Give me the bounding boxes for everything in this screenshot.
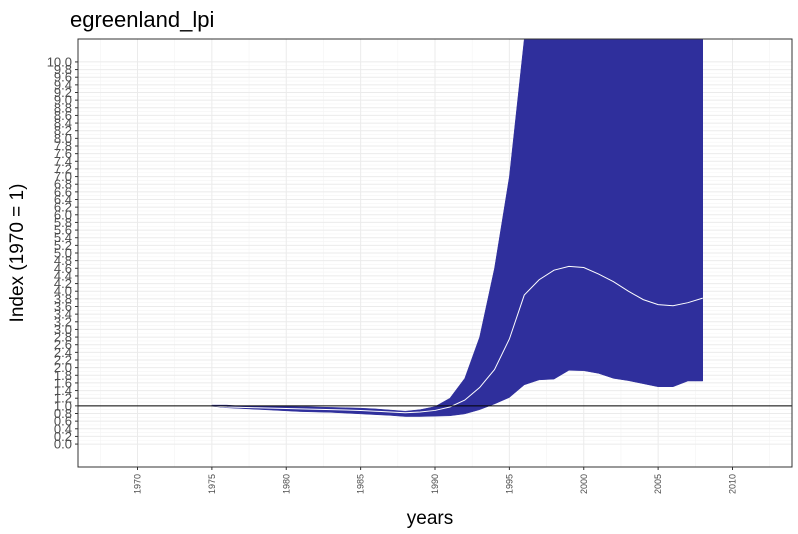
y-axis-ticks: 0.00.20.40.60.81.01.21.41.61.82.02.22.42… [47,54,78,452]
y-tick-label: 7.8 [54,139,72,154]
y-tick-label: 5.8 [54,215,72,230]
y-tick-label: 9.0 [54,93,72,108]
y-tick-label: 4.8 [54,253,72,268]
y-tick-label: 3.2 [54,314,72,329]
y-tick-label: 6.6 [54,184,72,199]
y-tick-label: 3.6 [54,299,72,314]
y-tick-label: 7.4 [54,154,72,169]
x-tick-label: 1970 [133,474,143,494]
x-axis-ticks: 1970 1975 1980 1985 1990 1995 2000 2005 2010 [133,467,738,494]
x-tick-label: 2000 [579,474,589,494]
y-tick-label: 5.2 [54,238,72,253]
y-tick-label: 9.4 [54,77,72,92]
x-tick-label: 1975 [207,474,217,494]
y-tick-label: 6.4 [54,192,72,207]
index-line [211,265,703,414]
y-tick-label: 1.0 [54,398,72,413]
y-tick-label: 0.0 [54,437,72,452]
y-tick-label: 0.6 [54,414,72,429]
y-tick-label: 3.8 [54,291,72,306]
x-axis-title: years [407,508,453,529]
y-tick-label: 6.8 [54,177,72,192]
x-tick-label: 2005 [653,474,663,494]
x-tick-label: 2010 [728,474,738,494]
plot-area [77,38,793,468]
y-tick-label: 5.4 [54,230,72,245]
y-tick-label: 1.8 [54,368,72,383]
y-tick-label: 2.6 [54,337,72,352]
x-tick-label: 1980 [281,474,291,494]
y-tick-label: 1.2 [54,391,72,406]
y-tick-label: 4.6 [54,261,72,276]
y-tick-label: 10.0 [47,54,72,69]
y-tick-label: 2.2 [54,353,72,368]
y-tick-label: 6.0 [54,207,72,222]
y-tick-label: 8.6 [54,108,72,123]
y-tick-label: 9.8 [54,62,72,77]
y-axis-title: Index (1970 = 1) [7,184,28,323]
y-tick-label: 7.2 [54,161,72,176]
y-tick-label: 7.0 [54,169,72,184]
y-tick-label: 8.8 [54,100,72,115]
y-tick-label: 5.6 [54,223,72,238]
y-tick-label: 6.2 [54,200,72,215]
y-tick-label: 0.4 [54,421,72,436]
y-tick-label: 4.2 [54,276,72,291]
y-tick-label: 3.0 [54,322,72,337]
x-tick-label: 1990 [430,474,440,494]
y-tick-label: 2.0 [54,360,72,375]
y-tick-label: 0.2 [54,429,72,444]
x-tick-label: 1995 [504,474,514,494]
y-tick-label: 8.0 [54,131,72,146]
chart-title: egreenland_lpi [70,7,214,32]
y-tick-label: 8.4 [54,116,72,131]
y-tick-label: 1.6 [54,375,72,390]
y-tick-label: 3.4 [54,307,72,322]
y-tick-label: 5.0 [54,246,72,261]
y-tick-label: 0.8 [54,406,72,421]
y-tick-label: 1.4 [54,383,72,398]
y-tick-label: 2.8 [54,330,72,345]
y-tick-label: 2.4 [54,345,72,360]
y-tick-label: 7.6 [54,146,72,161]
y-tick-label: 9.2 [54,85,72,100]
confidence-band [211,38,703,417]
y-tick-label: 9.6 [54,70,72,85]
y-tick-label: 4.0 [54,284,72,299]
y-tick-label: 8.2 [54,123,72,138]
x-tick-label: 1985 [356,474,366,494]
y-tick-label: 4.4 [54,268,72,283]
